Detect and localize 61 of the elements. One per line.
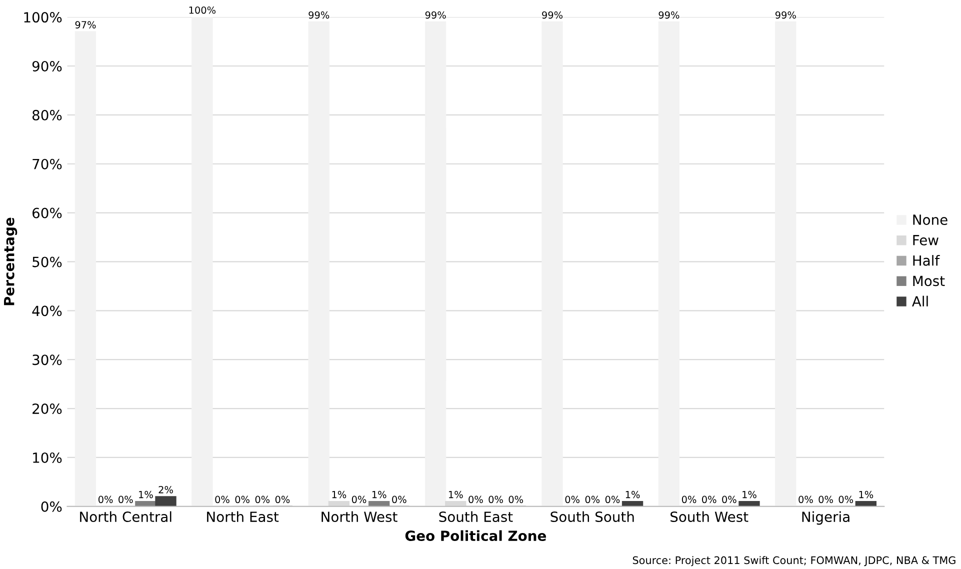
y-tick-label: 40% (32, 306, 62, 316)
data-label: 0% (585, 496, 600, 504)
x-tick-label: South South (550, 511, 634, 522)
data-label: 0% (392, 496, 406, 504)
y-tick-label: 10% (33, 452, 62, 463)
data-label: 99% (542, 11, 563, 19)
data-label: 0% (605, 496, 620, 504)
legend-label: Few (913, 235, 938, 246)
y-axis-title: Percentage (4, 218, 18, 306)
data-label: 0% (838, 496, 854, 504)
x-tick-label: North East (207, 511, 279, 522)
x-tick-label: North West (322, 511, 398, 522)
y-tick-label: 80% (32, 110, 62, 120)
data-label: 1% (859, 490, 874, 498)
data-label: 0% (798, 496, 813, 504)
data-label: 100% (189, 6, 216, 14)
y-tick-label: 100% (24, 12, 62, 23)
data-label: 0% (508, 496, 524, 504)
data-label: 0% (275, 496, 290, 504)
source-note: Source: Project 2011 Swift Count; FOMWAN, JDPC, NBA & TMG (632, 556, 956, 566)
data-label: 0% (352, 496, 366, 504)
data-label: 99% (775, 11, 796, 19)
x-tick-label: South West (670, 511, 748, 522)
x-axis-title: Geo Political Zone (405, 530, 546, 542)
legend-label: Half (913, 255, 940, 266)
data-label: 97% (75, 21, 96, 28)
data-label: 0% (118, 496, 133, 504)
data-label: 0% (255, 496, 270, 504)
y-tick-label: 20% (32, 404, 62, 414)
x-tick-label: Nigeria (802, 511, 850, 525)
y-tick-label: 50% (32, 256, 62, 268)
data-label: 1% (448, 490, 463, 498)
data-label: 1% (372, 490, 386, 498)
y-tick-label: 30% (32, 354, 62, 366)
data-label: 99% (425, 11, 446, 19)
data-label: 0% (722, 496, 736, 504)
data-label: 1% (626, 490, 640, 498)
data-label: 0% (488, 496, 503, 504)
data-label: 0% (235, 496, 250, 504)
data-label: 1% (139, 490, 153, 498)
data-label: 2% (158, 486, 173, 494)
data-label: 0% (468, 496, 483, 504)
data-label: 0% (702, 496, 716, 504)
data-label: 0% (98, 496, 113, 504)
legend-label: All (912, 296, 928, 306)
x-tick-label: South East (439, 511, 513, 522)
data-label: 0% (215, 496, 230, 504)
x-tick-label: North Central (80, 511, 172, 522)
legend-label: None (913, 214, 948, 225)
y-tick-label: 70% (32, 158, 62, 170)
y-tick-label: 60% (32, 208, 62, 218)
data-label: 1% (332, 490, 346, 498)
data-label: 1% (742, 490, 756, 498)
data-label: 0% (565, 496, 580, 504)
data-label: 0% (682, 496, 696, 504)
data-label: 99% (308, 11, 330, 19)
data-label: 99% (658, 11, 680, 19)
data-label: 0% (818, 496, 833, 504)
y-tick-label: 90% (32, 60, 62, 72)
y-tick-label: 0% (41, 501, 62, 512)
legend-label: Most (913, 276, 945, 286)
